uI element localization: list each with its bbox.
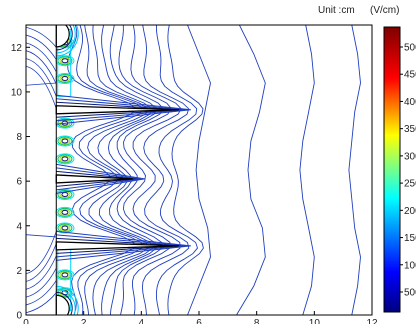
colorbar-tick-label: 400 <box>404 97 416 108</box>
x-tick-label: 12 <box>366 318 378 324</box>
field-hotspot-ring <box>59 271 71 279</box>
unit-label: Unit :cm <box>318 5 355 16</box>
contour-line <box>56 25 79 57</box>
plot-area <box>25 24 373 316</box>
contour-line <box>67 25 137 315</box>
contour-line <box>236 25 266 315</box>
contour-line <box>56 285 79 315</box>
colorbar-tick-label: 500 <box>404 43 416 54</box>
contour-line <box>26 58 57 97</box>
field-hotspot-ring <box>59 57 71 65</box>
x-tick-label: 0 <box>23 318 29 324</box>
contour-line <box>109 25 164 315</box>
contour-line <box>56 291 73 315</box>
contour-line <box>56 25 73 51</box>
y-tick-label: 6 <box>16 177 22 188</box>
x-tick-label: 8 <box>254 318 260 324</box>
contour-line <box>26 34 57 60</box>
y-tick-label: 2 <box>16 266 22 277</box>
contour-line <box>26 82 57 86</box>
contour-line <box>92 25 153 315</box>
colorbar-unit-label: (V/cm) <box>370 5 399 16</box>
contour-line <box>56 170 137 187</box>
y-tick-label: 10 <box>11 87 23 98</box>
contour-line <box>56 230 191 261</box>
colorbar-gradient <box>383 26 401 313</box>
contour-line <box>26 234 57 238</box>
field-hotspot-ring <box>57 118 73 128</box>
x-tick-label: 10 <box>309 318 321 324</box>
field-hotspot-ring <box>61 272 69 278</box>
contour-line <box>26 267 57 298</box>
contour-line <box>56 167 141 191</box>
electrodes <box>55 25 191 315</box>
contour-line <box>101 25 158 315</box>
contour-line <box>26 255 57 290</box>
plot-background <box>26 25 372 315</box>
contour-line <box>76 25 144 315</box>
colorbar-tick-label: 300 <box>404 151 416 162</box>
colorbar-tick-label: 500 <box>404 288 416 299</box>
contour-line <box>26 231 57 275</box>
contour-line <box>26 65 57 109</box>
field-hotspot-ring <box>57 207 73 217</box>
y-tick-label: 12 <box>11 43 23 54</box>
colorbar-tick-label: 100 <box>404 260 416 271</box>
field-hotspot-ring <box>57 136 73 146</box>
y-tick-label: 4 <box>16 221 22 232</box>
field-hotspot-ring <box>61 138 69 144</box>
contour-line <box>141 25 190 315</box>
x-tick-label: 6 <box>196 318 202 324</box>
y-tick-label: 0 <box>16 311 22 322</box>
colorbar-tick-label: 450 <box>404 70 416 81</box>
x-tick-label: 2 <box>81 318 87 324</box>
field-hotspot-ring <box>57 154 73 164</box>
contour-line <box>26 292 57 314</box>
contour-line <box>348 25 361 315</box>
contour-line <box>56 163 145 194</box>
contour-line <box>56 25 76 54</box>
contour-line <box>26 42 57 73</box>
colorbar-ticks: 500 450 400 350 300 250 200 150 100 500 <box>400 43 416 299</box>
field-hotspot-ring <box>57 190 73 200</box>
contour-line <box>26 243 57 282</box>
contour-line <box>130 25 182 315</box>
y-tick-label: 8 <box>16 132 22 143</box>
contour-line <box>167 25 204 315</box>
electrode-disc <box>55 25 70 48</box>
x-axis: 0 2 4 6 8 10 12 <box>23 311 378 324</box>
electrode-disc <box>55 294 70 315</box>
contour-line <box>299 25 315 315</box>
field-hotspot-ring <box>61 192 69 198</box>
x-tick-label: 4 <box>139 318 145 324</box>
contour-line <box>26 280 57 306</box>
contour-lines <box>26 25 361 315</box>
y-axis: 0 2 4 6 8 10 12 <box>11 43 30 322</box>
field-hotspot-ring <box>61 58 69 64</box>
colorbar: 500 450 400 350 300 250 200 150 100 500 <box>383 26 416 313</box>
contour-line <box>56 94 191 125</box>
contour-line <box>84 25 149 315</box>
field-hotspot-ring <box>59 224 71 232</box>
field-hotspot-ring <box>61 156 69 162</box>
contour-line <box>155 25 199 315</box>
field-hotspot-ring <box>61 225 69 231</box>
field-hotspot-ring <box>59 75 71 83</box>
contour-line <box>26 50 57 85</box>
colorbar-tick-label: 150 <box>404 233 416 244</box>
field-hotspot-ring <box>61 76 69 82</box>
contour-line <box>187 25 211 315</box>
field-hotspot-ring <box>59 208 71 216</box>
field-hotspot-ring <box>59 155 71 163</box>
contour-line <box>56 288 76 315</box>
contour-line <box>118 25 173 315</box>
field-hotspot-ring <box>59 137 71 145</box>
field-hotspot-ring <box>61 209 69 215</box>
colorbar-tick-label: 200 <box>404 206 416 217</box>
contour-line <box>26 26 57 48</box>
colorbar-tick-label: 350 <box>404 124 416 135</box>
colorbar-tick-label: 250 <box>404 179 416 190</box>
